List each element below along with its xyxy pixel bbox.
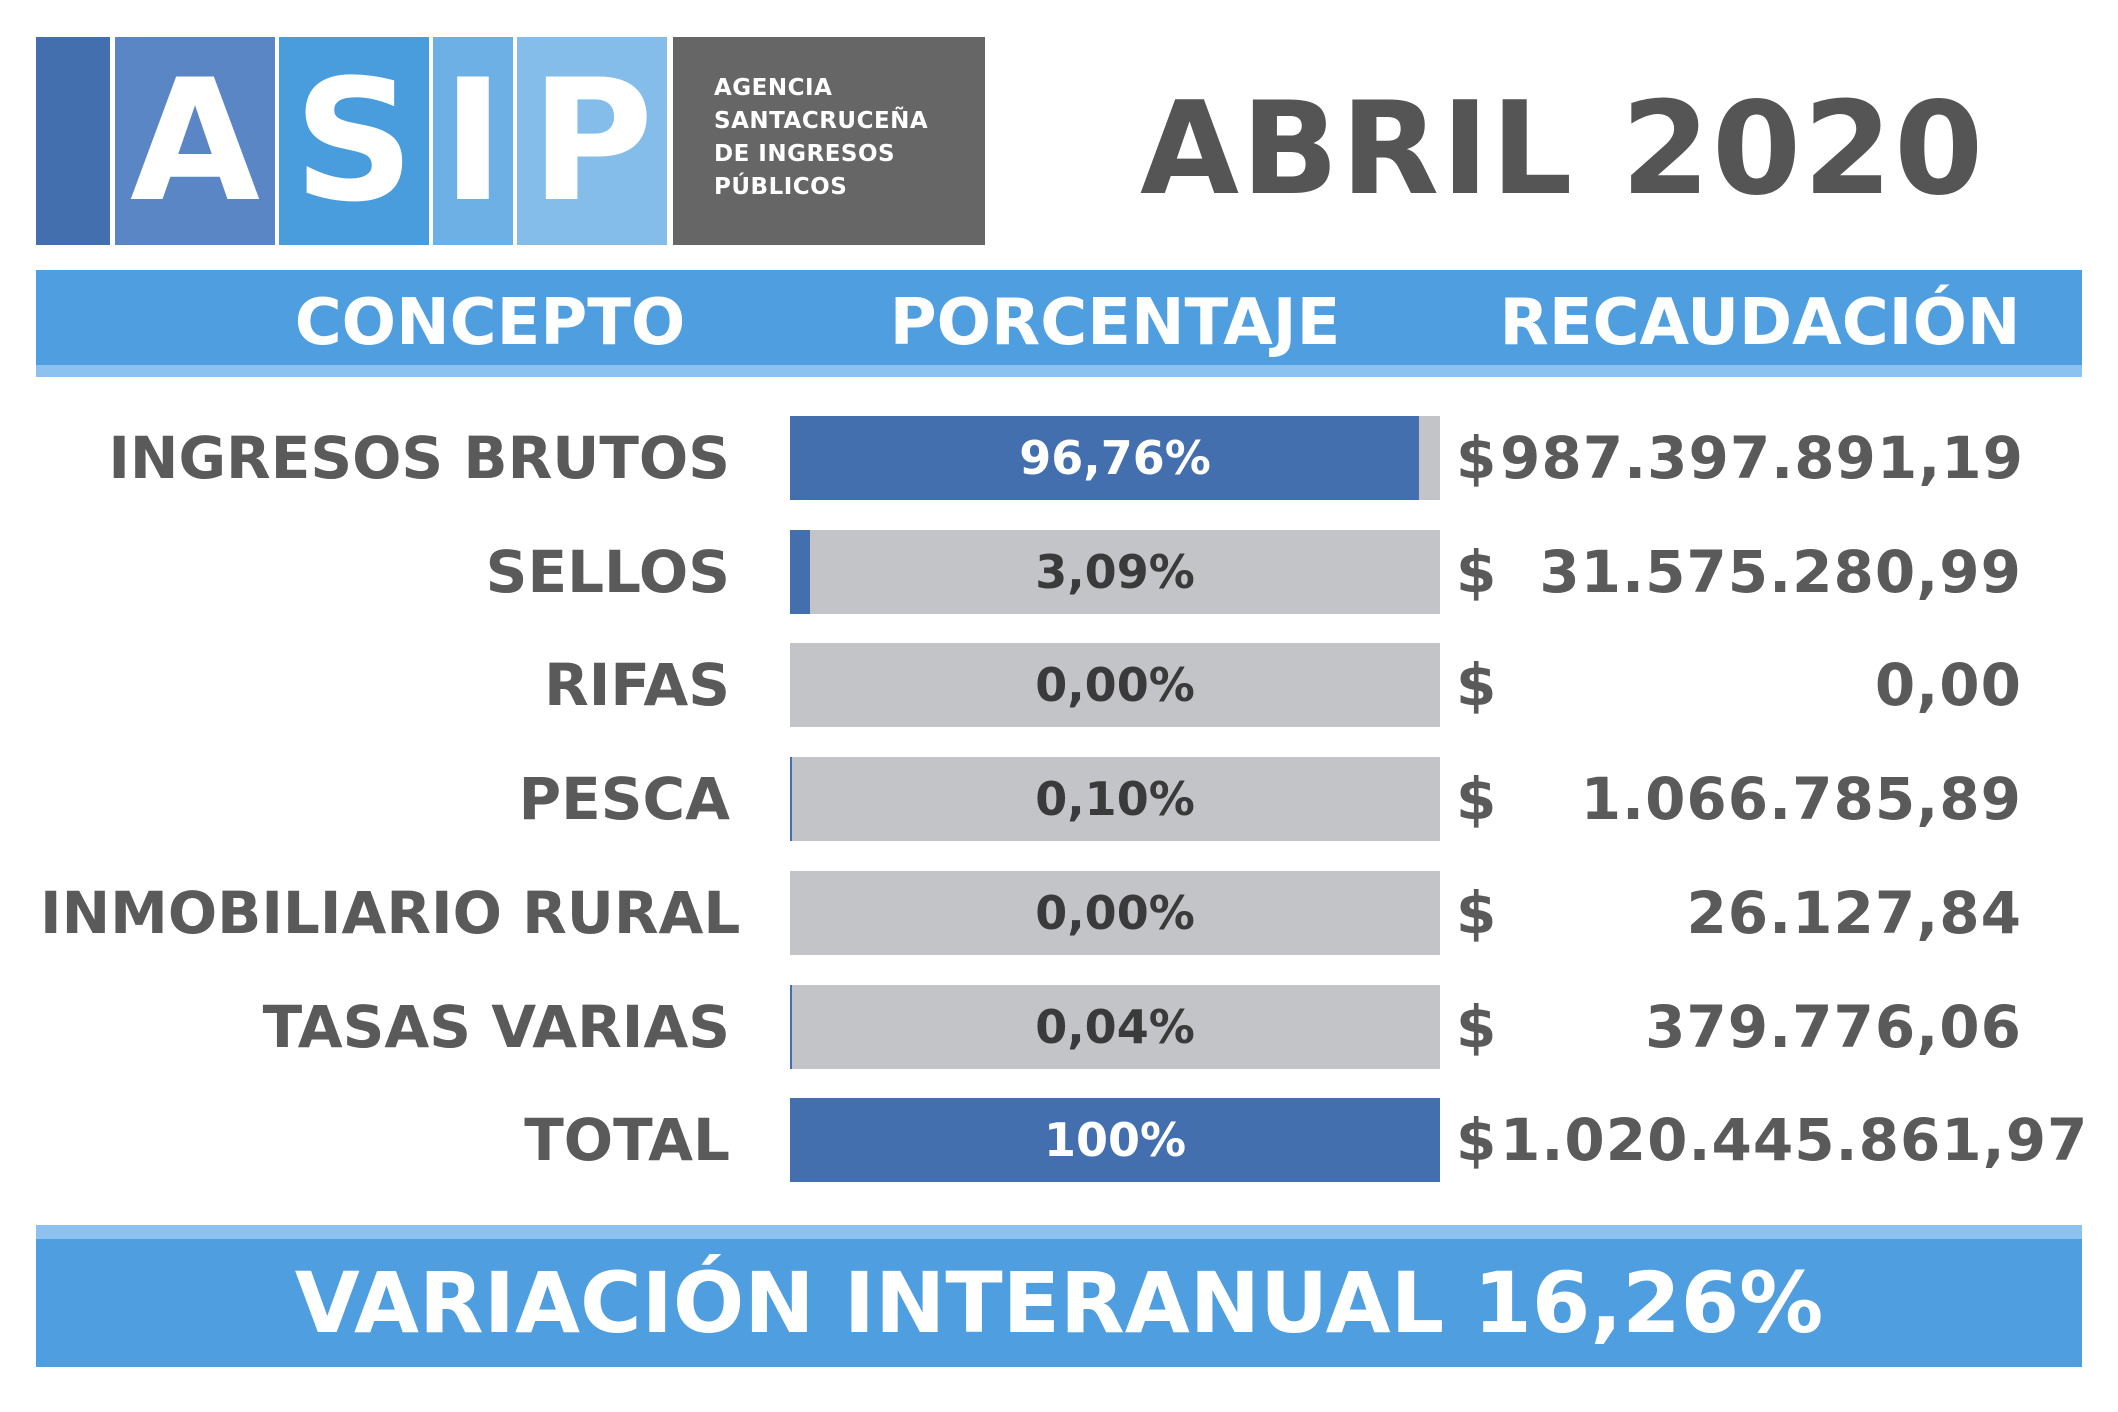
logo-block	[115, 37, 275, 245]
logo-block	[517, 37, 667, 245]
concept-label: INMOBILIARIO RURAL	[40, 879, 741, 947]
percentage-bar-track: 3,09%	[790, 530, 1440, 614]
concept-label: TOTAL	[524, 1106, 730, 1174]
percentage-bar-fill	[790, 985, 792, 1069]
logo-letter: P	[530, 43, 654, 239]
concept-label: RIFAS	[544, 651, 730, 719]
percentage-bar-track: 100%	[790, 1098, 1440, 1182]
amount-value: 987.397.891,19	[1500, 424, 2025, 492]
amount-value: 1.066.785,89	[1580, 765, 2022, 833]
column-header-percentage: PORCENTAJE	[889, 286, 1341, 360]
logo-name-box	[673, 37, 985, 245]
currency-symbol: $	[1456, 765, 1497, 833]
period-title: ABRIL 2020	[1140, 75, 1986, 224]
amount-value: 1.020.445.861,97	[1500, 1106, 2089, 1174]
percentage-label: 0,10%	[1035, 772, 1195, 826]
percentage-bar-fill	[790, 757, 792, 841]
percentage-label: 100%	[1043, 1113, 1187, 1167]
percentage-bar-track: 0,10%	[790, 757, 1440, 841]
amount-value: 31.575.280,99	[1539, 538, 2022, 606]
percentage-bar-track: 96,76%	[790, 416, 1440, 500]
logo-block	[279, 37, 429, 245]
currency-symbol: $	[1456, 993, 1497, 1061]
concept-label: SELLOS	[485, 538, 730, 606]
logo-block	[433, 37, 513, 245]
amount-value: 26.127,84	[1686, 879, 2022, 947]
amount-value: 0,00	[1874, 651, 2022, 719]
logo-org-line: DE INGRESOS	[714, 141, 896, 167]
column-header-collection: RECAUDACIÓN	[1499, 286, 2021, 360]
percentage-label: 0,04%	[1035, 1000, 1195, 1054]
currency-symbol: $	[1456, 651, 1497, 719]
logo-block	[36, 37, 110, 245]
logo-letter: S	[293, 43, 415, 239]
column-header-concept: CONCEPTO	[294, 286, 686, 360]
footer-band	[36, 1225, 2082, 1367]
currency-symbol: $	[1456, 538, 1497, 606]
percentage-label: 0,00%	[1035, 658, 1195, 712]
logo-letter: I	[441, 43, 505, 239]
logo-org-line: AGENCIA	[714, 75, 833, 101]
percentage-bar-fill	[790, 416, 1419, 500]
percentage-label: 3,09%	[1035, 545, 1195, 599]
logo-org-line: PÚBLICOS	[714, 174, 848, 200]
logo-org-name: AGENCIA SANTACRUCEÑA DE INGRESOS PÚBLICO…	[714, 72, 974, 204]
logo-letter: A	[129, 43, 261, 239]
currency-symbol: $	[1456, 1106, 1497, 1174]
currency-symbol: $	[1456, 424, 1497, 492]
header-band	[36, 270, 2082, 377]
interannual-variation: VARIACIÓN INTERANUAL 16,26%	[294, 1254, 1824, 1352]
currency-symbol: $	[1456, 879, 1497, 947]
percentage-bar-track: 0,00%	[790, 643, 1440, 727]
percentage-bar-track: 0,04%	[790, 985, 1440, 1069]
concept-label: TASAS VARIAS	[262, 993, 730, 1061]
percentage-label: 96,76%	[1019, 431, 1211, 485]
percentage-bar-track: 0,00%	[790, 871, 1440, 955]
percentage-label: 0,00%	[1035, 886, 1195, 940]
percentage-bar-fill	[790, 1098, 1440, 1182]
percentage-bar-fill	[790, 530, 810, 614]
amount-value: 379.776,06	[1645, 993, 2022, 1061]
logo-org-line: SANTACRUCEÑA	[714, 108, 929, 134]
concept-label: PESCA	[518, 765, 730, 833]
concept-label: INGRESOS BRUTOS	[108, 424, 730, 492]
